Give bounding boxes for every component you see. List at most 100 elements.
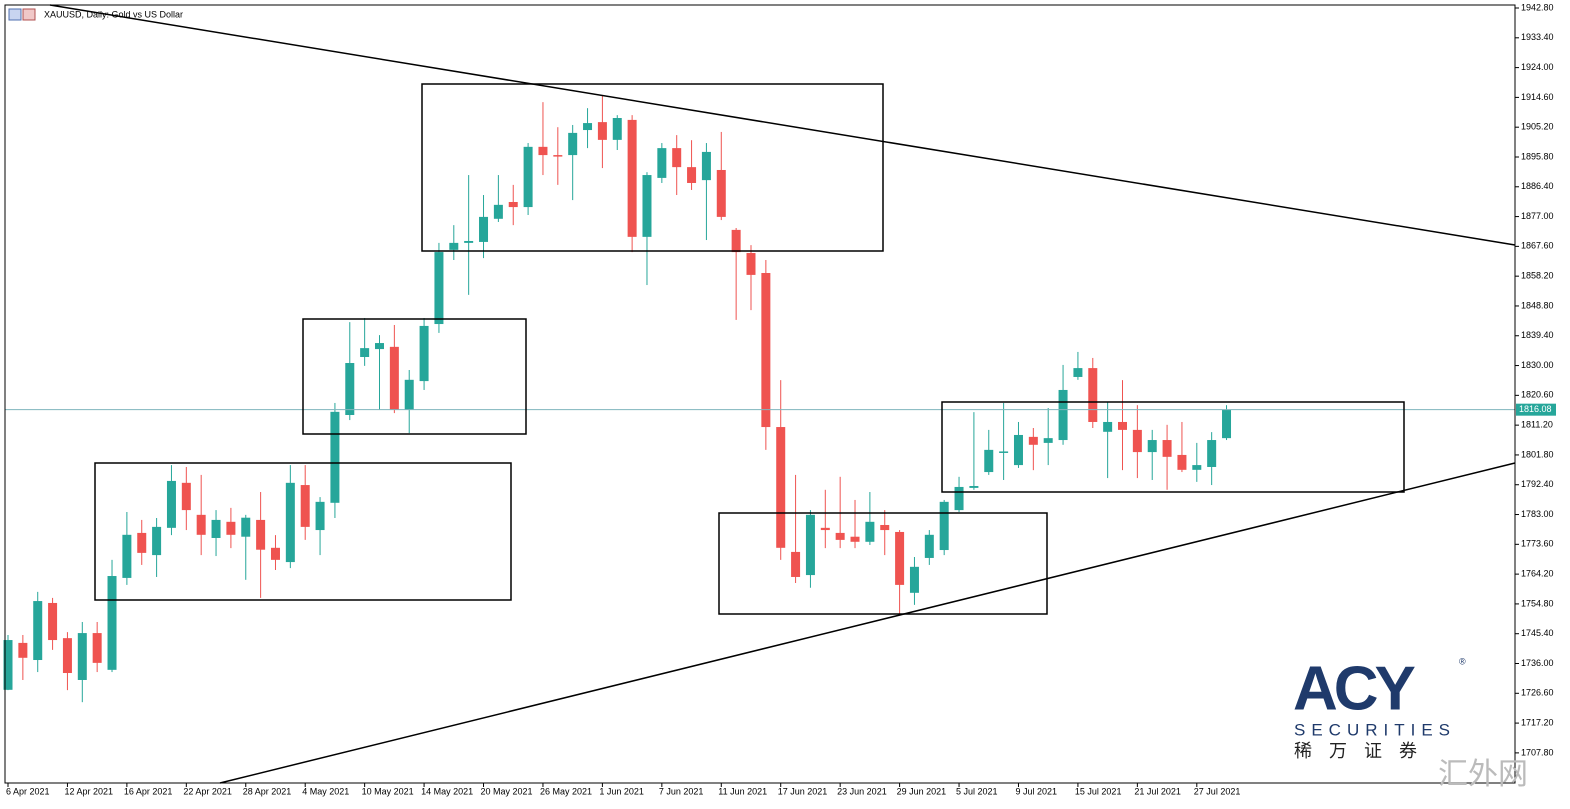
range-box [94,462,512,601]
x-tick-label: 9 Jul 2021 [1015,786,1057,796]
chart-icon [22,8,36,21]
chart-icon [8,8,22,21]
chart-title: XAUUSD, Daily: Gold vs US Dollar [44,9,183,19]
x-tick-label: 22 Apr 2021 [183,786,232,796]
candle-body [166,480,176,528]
candle-body [92,633,102,663]
x-tick-label: 28 Apr 2021 [243,786,292,796]
y-tick-label: 1933.40 [1521,32,1554,42]
y-tick-label: 1783.00 [1521,509,1554,519]
range-box [421,83,884,252]
x-tick-label: 23 Jun 2021 [837,786,887,796]
candle-body [1132,429,1142,453]
candle-body [137,532,147,553]
registered-mark: ® [1459,656,1466,666]
x-tick-label: 1 Jun 2021 [599,786,644,796]
y-tick-label: 1839.40 [1521,330,1554,340]
range-box [718,512,1048,615]
candle-body [375,343,384,350]
candle-body [865,521,875,542]
x-tick-label: 15 Jul 2021 [1075,786,1122,796]
y-tick-label: 1792.40 [1521,479,1554,489]
x-tick-label: 10 May 2021 [362,786,414,796]
candle-body [1058,389,1068,441]
range-box [302,318,527,435]
candle-body [612,117,622,140]
candle-body [924,534,934,558]
candle-body [568,132,578,156]
candle-body [597,122,607,140]
candle-body [1088,368,1098,422]
watermark: ACY ® SECURITIES 稀 万 证 券 汇外网 [1293,654,1528,791]
candle-body [345,363,355,415]
y-tick-label: 1820.60 [1521,390,1554,400]
brand-chinese: 稀 万 证 券 [1294,741,1423,761]
y-tick-label: 1811.20 [1521,420,1553,430]
candle-body [1177,454,1187,470]
candle-body [984,449,994,473]
candle-body [583,123,593,131]
candle-body [419,325,429,382]
y-tick-label: 1764.20 [1521,568,1554,578]
candle-body [241,517,251,537]
x-tick-label: 26 May 2021 [540,786,592,796]
candle-body [642,175,652,237]
candle-body [553,155,563,157]
y-tick-label: 1905.20 [1521,122,1554,132]
y-tick-label: 1726.60 [1521,688,1554,698]
y-tick-label: 1745.40 [1521,628,1554,638]
candle-body [479,216,489,242]
brand-tagline: SECURITIES [1294,720,1456,739]
brand-logo: ACY [1293,654,1416,723]
candle-body [48,602,58,641]
candle-body [835,532,845,540]
x-tick-label: 7 Jun 2021 [659,786,704,796]
candle-body [1207,440,1217,467]
candle-body [746,253,756,275]
corner-watermark: 汇外网 [1438,758,1528,791]
y-tick-label: 1830.00 [1521,360,1554,370]
candle-body [1073,368,1083,377]
candle-body [152,526,162,556]
y-tick-label: 1736.00 [1521,658,1554,668]
x-tick-label: 4 May 2021 [302,786,349,796]
candle-body [300,485,310,527]
candle-body [850,536,860,542]
x-tick-label: 17 Jun 2021 [778,786,828,796]
candle-body [909,566,919,593]
candle-body [18,642,28,658]
trend-line [219,462,1516,784]
candle-body [672,148,682,168]
y-tick-label: 1754.80 [1521,598,1554,608]
y-tick-label: 1942.80 [1521,2,1554,12]
x-tick-label: 27 Jul 2021 [1194,786,1241,796]
candle-body [805,514,815,576]
plot-frame [4,4,1516,784]
candle-body [1192,465,1202,470]
candle-body [181,482,191,511]
candle-body [657,148,667,178]
candle-body [776,427,786,548]
candle-body [33,601,43,661]
y-tick-label: 1707.80 [1521,747,1554,757]
candle-body [538,146,548,156]
x-tick-label: 29 Jun 2021 [897,786,947,796]
candle-body [627,119,637,237]
candle-body [315,501,325,531]
x-tick-label: 20 May 2021 [481,786,533,796]
y-tick-label: 1886.40 [1521,181,1554,191]
candle-body [226,521,236,535]
candle-body [62,638,72,674]
y-tick-label: 1924.00 [1521,62,1554,72]
y-tick-label: 1895.80 [1521,151,1554,161]
candle-body [716,169,726,217]
x-tick-label: 6 Apr 2021 [6,786,50,796]
drawings [49,4,1516,784]
candle-body [880,524,890,531]
candle-body [211,519,221,538]
trend-line [49,4,1516,246]
candle-body [270,547,280,560]
candle-body [1162,440,1172,457]
y-tick-label: 1801.80 [1521,449,1554,459]
